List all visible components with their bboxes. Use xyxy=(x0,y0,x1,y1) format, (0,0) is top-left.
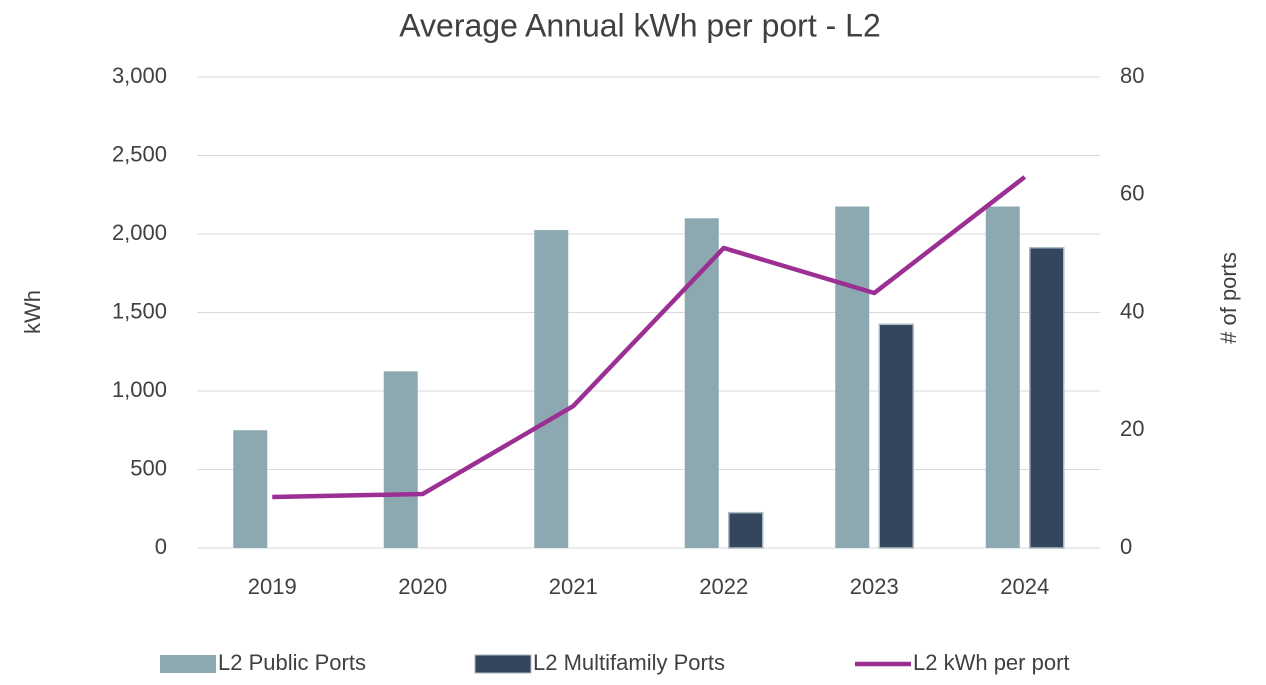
legend-label: L2 kWh per port xyxy=(913,650,1070,675)
y-axis-label: kWh xyxy=(20,290,45,334)
x-tick-label: 2023 xyxy=(850,574,899,599)
bar xyxy=(534,230,569,548)
y2-tick-label: 80 xyxy=(1120,63,1144,88)
y-tick-label: 0 xyxy=(155,534,167,559)
y2-tick-label: 40 xyxy=(1120,298,1144,323)
legend-label: L2 Multifamily Ports xyxy=(533,650,725,675)
legend-label: L2 Public Ports xyxy=(218,650,366,675)
x-tick-label: 2020 xyxy=(398,574,447,599)
x-tick-label: 2021 xyxy=(549,574,598,599)
bar xyxy=(684,218,719,549)
y-tick-label: 1,500 xyxy=(112,298,167,323)
bar xyxy=(878,323,914,549)
y-tick-label: 2,500 xyxy=(112,141,167,166)
y-tick-label: 2,000 xyxy=(112,220,167,245)
bar xyxy=(383,371,418,548)
bar xyxy=(233,430,268,548)
bar xyxy=(728,511,764,549)
y-tick-label: 1,000 xyxy=(112,377,167,402)
x-tick-label: 2022 xyxy=(699,574,748,599)
y-tick-label: 500 xyxy=(130,455,167,480)
legend-swatch xyxy=(474,654,532,674)
y2-tick-label: 60 xyxy=(1120,181,1144,206)
legend-swatch xyxy=(160,655,216,673)
y2-axis-label: # of ports xyxy=(1216,252,1241,344)
chart-title: Average Annual kWh per port - L2 xyxy=(399,7,880,43)
x-tick-label: 2024 xyxy=(1000,574,1049,599)
y-tick-label: 3,000 xyxy=(112,63,167,88)
bar xyxy=(835,206,870,548)
bar xyxy=(1029,246,1065,549)
y2-tick-label: 0 xyxy=(1120,534,1132,559)
bar xyxy=(985,206,1020,548)
line xyxy=(272,175,1027,500)
y2-tick-label: 20 xyxy=(1120,416,1144,441)
x-tick-label: 2019 xyxy=(248,574,297,599)
